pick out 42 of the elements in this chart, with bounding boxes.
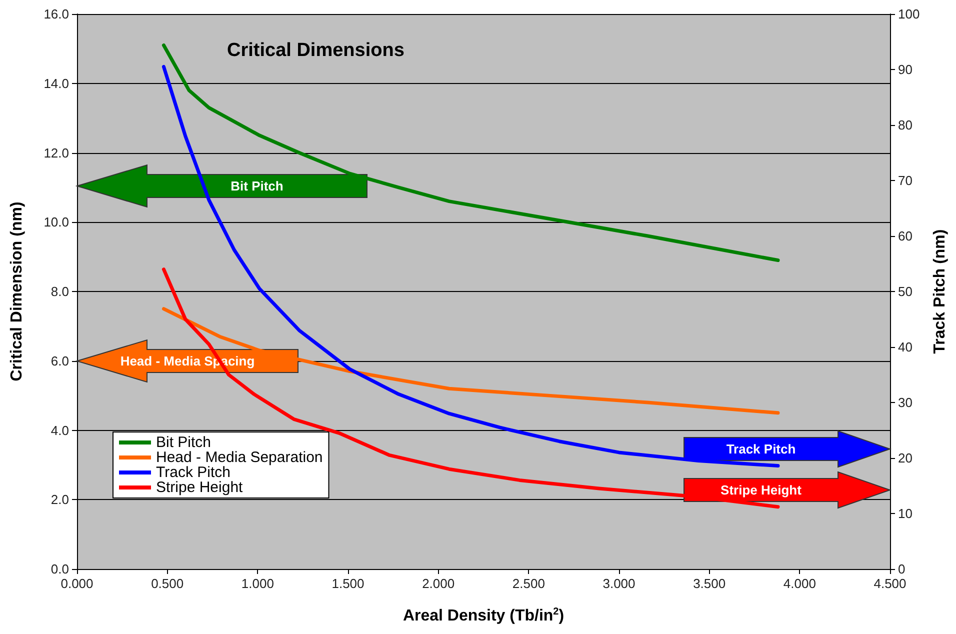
y2-tick-label: 100: [898, 6, 920, 22]
y-axis-title: Critical Dimension (nm): [8, 202, 26, 382]
y2-axis-title: Track Pitch (nm): [932, 229, 948, 354]
y-tick-label: 4.0: [50, 422, 69, 438]
y-tick-label: 14.0: [44, 76, 69, 91]
x-tick-label: 4.000: [783, 576, 816, 591]
x-tick-label: 3.500: [693, 576, 726, 591]
line-series: [162, 307, 780, 415]
y2-tick-label: 50: [898, 284, 912, 299]
x-tick-label: 1.000: [241, 576, 274, 591]
y-tick-label: 10.0: [44, 214, 69, 230]
y-tick-label: 0.0: [50, 562, 69, 576]
legend-label: Track Pitch: [156, 464, 230, 481]
y2-tick-label: 40: [898, 340, 912, 354]
y2-tick-label: 10: [898, 506, 912, 521]
x-tick-label: 0.500: [151, 576, 184, 591]
y-tick-label: 16.0: [44, 6, 69, 22]
y-tick-label: 8.0: [50, 284, 69, 299]
x-tick-label: 1.500: [332, 576, 364, 591]
y2-tick-label: 0: [898, 562, 906, 576]
legend-label: Stripe Height: [156, 479, 244, 496]
y2-tick-label: 90: [898, 62, 912, 77]
y2-tick-label: 20: [898, 450, 912, 466]
x-tick-label: 3.000: [602, 576, 636, 591]
annotation: Bit Pitch: [230, 178, 284, 194]
annotation: Track Pitch: [726, 442, 796, 456]
x-tick-label: 4.500: [874, 576, 906, 591]
line-series: [162, 43, 780, 262]
x-tick-label: 2.500: [512, 576, 545, 591]
y2-tick-label: 80: [898, 118, 912, 132]
y-tick-label: 6.0: [50, 353, 69, 368]
text: Critical Dimensions: [227, 40, 404, 61]
y2-tick-label: 60: [898, 228, 912, 244]
legend-label: Head - Media Separation: [156, 449, 323, 466]
y-tick-label: 2.0: [50, 492, 69, 508]
y2-tick-label: 70: [898, 173, 912, 188]
x-tick-label: 2.000: [422, 576, 455, 591]
y2-tick-label: 30: [898, 395, 912, 410]
legend-label: Bit Pitch: [156, 434, 212, 451]
y-tick-label: 12.0: [44, 145, 69, 160]
x-tick-label: 0.000: [60, 576, 94, 591]
annotation: Stripe Height: [720, 482, 802, 498]
